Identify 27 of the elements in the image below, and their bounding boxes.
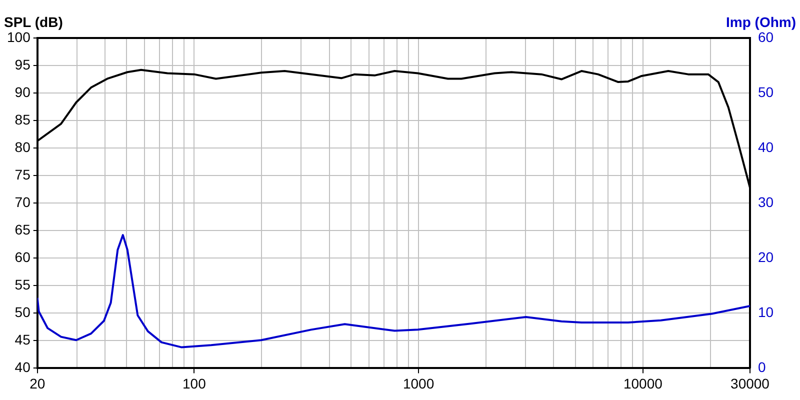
y-tick-label: 60 xyxy=(14,248,31,265)
y-tick-label: 80 xyxy=(14,138,31,155)
y-tick-label: 55 xyxy=(14,276,31,293)
y2-tick-label: 0 xyxy=(758,359,766,376)
y2-tick-label: 20 xyxy=(758,248,774,265)
y-axis-title: SPL (dB) xyxy=(4,14,63,30)
y2-tick-label: 10 xyxy=(758,304,774,320)
y2-tick-label: 50 xyxy=(758,84,774,100)
y-tick-label: 100 xyxy=(7,28,31,45)
y-tick-label: 70 xyxy=(14,194,31,210)
y-tick-label: 65 xyxy=(14,221,31,238)
y-tick-label: 45 xyxy=(14,332,31,348)
x-tick-label: 20 xyxy=(30,375,46,392)
y-tick-label: 75 xyxy=(14,166,31,182)
y-tick-label: 90 xyxy=(14,84,31,100)
y2-tick-label: 60 xyxy=(758,28,774,45)
y2-tick-label: 40 xyxy=(758,138,774,155)
y-tick-label: 95 xyxy=(14,56,31,72)
y-tick-label: 50 xyxy=(14,304,31,320)
x-tick-label: 30000 xyxy=(730,375,770,392)
y-tick-label: 40 xyxy=(14,359,31,376)
x-tick-label: 100 xyxy=(182,375,206,392)
y2-axis-title: Imp (Ohm) xyxy=(726,14,796,30)
y2-tick-label: 30 xyxy=(758,194,774,210)
x-tick-label: 1000 xyxy=(402,375,434,392)
y-tick-label: 85 xyxy=(14,111,31,128)
x-tick-label: 10000 xyxy=(623,375,663,392)
